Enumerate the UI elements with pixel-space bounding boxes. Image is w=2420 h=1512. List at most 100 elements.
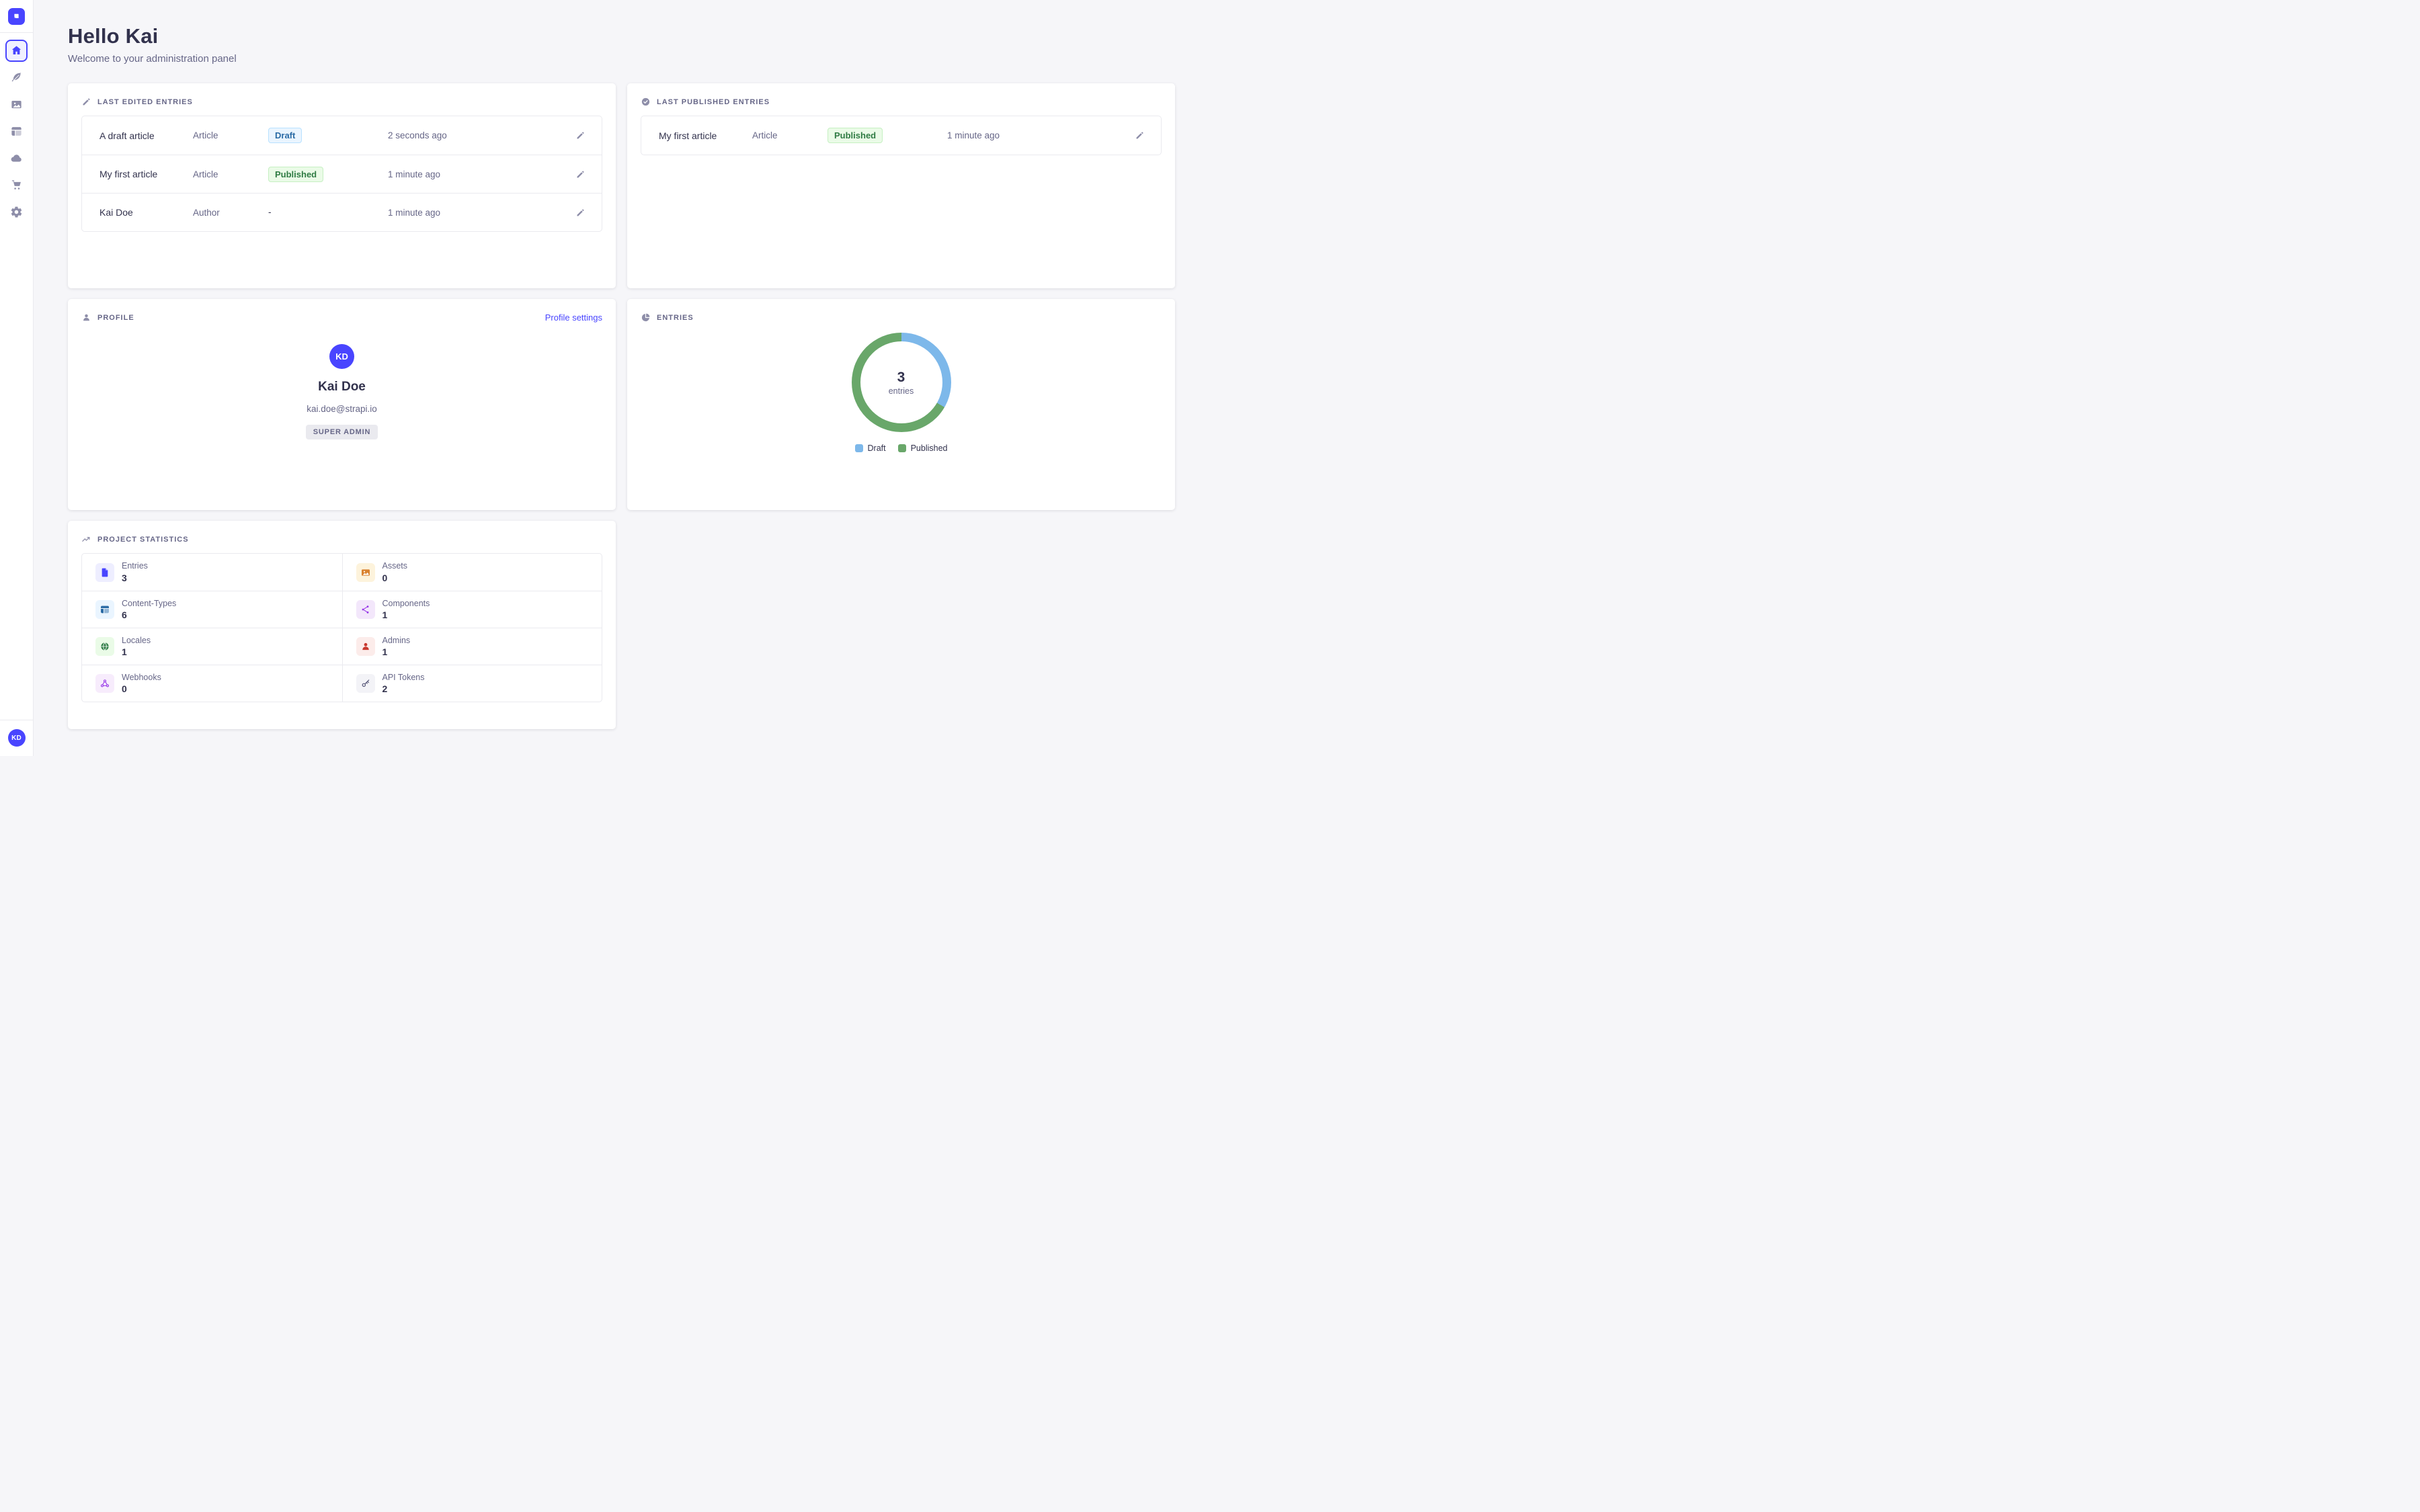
stat-label: Entries <box>122 561 148 571</box>
image-icon <box>356 562 375 582</box>
status-badge: Draft <box>268 128 302 143</box>
table-row[interactable]: Kai Doe Author - 1 minute ago <box>82 193 602 231</box>
pencil-icon <box>577 208 584 216</box>
stat-label: Components <box>382 598 430 608</box>
stat-content-types: Content-Types 6 <box>82 591 342 628</box>
page-title: Hello Kai <box>68 24 159 48</box>
entries-donut-chart: 3 entries <box>851 333 951 432</box>
card-title: LAST EDITED ENTRIES <box>97 97 193 106</box>
entry-name: My first article <box>659 130 717 141</box>
last-edited-entries-card: LAST EDITED ENTRIES A draft article Arti… <box>68 83 616 288</box>
stat-label: Assets <box>382 561 408 571</box>
entry-time: 1 minute ago <box>388 207 441 218</box>
last-edited-table: A draft article Article Draft 2 seconds … <box>81 116 602 232</box>
last-published-table: My first article Article Published 1 min… <box>641 116 1162 155</box>
avatar: KD <box>329 344 354 369</box>
status-empty: - <box>268 207 272 217</box>
sidebar-divider-top <box>0 32 33 33</box>
legend-item-draft: Draft <box>854 444 886 453</box>
gear-icon <box>11 206 22 218</box>
edit-entry-button[interactable] <box>560 130 602 140</box>
stat-value: 1 <box>382 646 388 658</box>
sidebar-item-content-type-builder[interactable] <box>5 120 28 142</box>
sidebar-item-home[interactable] <box>5 40 28 62</box>
stat-value: 2 <box>382 683 388 695</box>
pie-chart-icon <box>641 312 651 323</box>
stat-label: API Tokens <box>382 672 425 682</box>
legend-label: Published <box>910 444 948 453</box>
stat-webhooks: Webhooks 0 <box>82 665 342 702</box>
stat-assets: Assets 0 <box>341 554 602 591</box>
stat-label: Locales <box>122 635 151 645</box>
file-icon <box>95 562 114 582</box>
sidebar-item-settings[interactable] <box>5 201 28 223</box>
entries-card: ENTRIES 3 entries Draft Publis <box>627 299 1175 510</box>
trend-up-icon <box>81 534 91 544</box>
user-avatar[interactable]: KD <box>7 729 26 747</box>
entry-name: Kai Doe <box>99 207 133 218</box>
edit-entry-button[interactable] <box>560 169 602 179</box>
entry-name: My first article <box>99 169 158 179</box>
project-statistics-card: PROJECT STATISTICS Entries 3 <box>68 521 616 729</box>
sidebar-item-plugins[interactable] <box>5 147 28 169</box>
draft-swatch <box>854 444 863 452</box>
stat-value: 0 <box>382 572 388 583</box>
entry-time: 1 minute ago <box>947 130 1000 140</box>
status-badge: Published <box>268 166 324 182</box>
donut-total: 3 <box>897 369 905 385</box>
main-content: Hello Kai Welcome to your administration… <box>34 0 1210 729</box>
page-subtitle: Welcome to your administration panel <box>68 53 237 65</box>
published-swatch <box>897 444 906 452</box>
sidebar-item-content-manager[interactable] <box>5 67 28 89</box>
sidebar: KD <box>0 0 34 756</box>
card-title: LAST PUBLISHED ENTRIES <box>657 97 770 106</box>
user-icon <box>356 637 375 656</box>
card-title: PROJECT STATISTICS <box>97 535 189 544</box>
check-circle-icon <box>641 97 651 107</box>
profile-settings-link[interactable]: Profile settings <box>544 312 602 323</box>
table-row[interactable]: My first article Article Published 1 min… <box>641 116 1161 155</box>
table-row[interactable]: A draft article Article Draft 2 seconds … <box>82 116 602 155</box>
stat-value: 1 <box>122 646 127 658</box>
stats-table: Entries 3 Assets 0 <box>81 553 602 702</box>
last-published-entries-card: LAST PUBLISHED ENTRIES My first article … <box>627 83 1175 288</box>
stat-value: 6 <box>122 610 127 621</box>
entry-type: Author <box>193 207 220 218</box>
sidebar-item-marketplace[interactable] <box>5 174 28 196</box>
edit-entry-button[interactable] <box>1119 130 1161 140</box>
card-title: PROFILE <box>97 313 134 322</box>
sidebar-nav <box>5 33 28 228</box>
status-badge: Published <box>828 128 883 143</box>
feather-icon <box>11 72 22 82</box>
entry-type: Article <box>193 169 218 179</box>
entry-type: Article <box>752 130 778 140</box>
entry-time: 2 seconds ago <box>388 130 447 140</box>
stat-value: 0 <box>122 683 127 695</box>
role-badge: SUPER ADMIN <box>305 425 378 439</box>
chart-legend: Draft Published <box>854 444 948 453</box>
layout-icon <box>95 600 114 619</box>
profile-email: kai.doe@strapi.io <box>307 404 377 414</box>
media-library-icon <box>11 100 22 109</box>
profile-name: Kai Doe <box>318 380 366 394</box>
legend-item-published: Published <box>897 444 948 453</box>
stat-value: 3 <box>122 572 127 583</box>
cart-icon <box>11 180 21 190</box>
webhook-icon <box>95 674 114 693</box>
donut-unit: entries <box>888 386 914 396</box>
stat-api-tokens: API Tokens 2 <box>341 665 602 702</box>
pencil-icon <box>81 97 91 107</box>
strapi-logo[interactable] <box>8 8 25 25</box>
pencil-icon <box>577 170 584 177</box>
layout-icon <box>11 127 22 136</box>
stat-value: 1 <box>382 610 388 621</box>
sidebar-item-media-library[interactable] <box>5 93 28 116</box>
person-icon <box>81 312 91 323</box>
edit-entry-button[interactable] <box>560 208 602 218</box>
cloud-icon <box>11 155 22 162</box>
table-row[interactable]: My first article Article Published 1 min… <box>82 155 602 193</box>
stat-admins: Admins 1 <box>341 628 602 665</box>
profile-card: PROFILE Profile settings KD Kai Doe kai.… <box>68 299 616 510</box>
stat-label: Webhooks <box>122 672 161 682</box>
entry-time: 1 minute ago <box>388 169 441 179</box>
